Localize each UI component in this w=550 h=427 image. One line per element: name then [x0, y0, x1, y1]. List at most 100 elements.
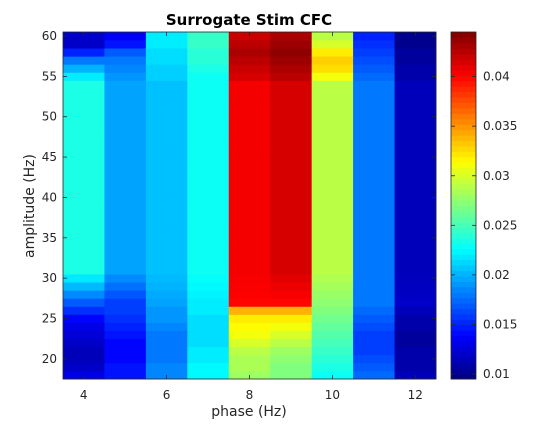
heatmap-cell [394, 185, 437, 194]
colorbar-swatch [451, 113, 476, 120]
colorbar-swatch [451, 254, 476, 261]
heatmap-cell [145, 120, 188, 130]
heatmap-cell [394, 201, 437, 210]
heatmap-cell [394, 72, 437, 81]
heatmap-cell [187, 112, 230, 122]
heatmap-cell [63, 153, 105, 162]
heatmap-cell [187, 64, 230, 73]
heatmap-cell [353, 362, 395, 372]
heatmap-cell [394, 177, 437, 186]
colorbar-swatch [451, 286, 476, 293]
heatmap-cell [394, 274, 437, 283]
heatmap-cell [187, 120, 230, 130]
heatmap-cell [145, 362, 188, 372]
heatmap-cell [145, 72, 188, 81]
heatmap-cell [145, 330, 188, 340]
heatmap-cell [145, 88, 188, 97]
heatmap-cell [228, 177, 271, 186]
heatmap-cell [187, 314, 230, 323]
heatmap-cell [145, 153, 188, 162]
heatmap-cell [228, 96, 271, 106]
heatmap-cell [311, 233, 354, 243]
heatmap-cell [270, 266, 313, 275]
heatmap-cell [394, 169, 437, 178]
heatmap-cell [187, 201, 230, 210]
heatmap-cell [228, 274, 271, 283]
heatmap-cell [270, 233, 313, 243]
heatmap-cell [311, 322, 354, 331]
heatmap-cell [394, 217, 437, 227]
colorbar-swatch [451, 265, 476, 272]
heatmap-cell [104, 274, 147, 283]
heatmap-cell [145, 298, 188, 307]
heatmap-cell [394, 290, 437, 299]
heatmap-cell [63, 72, 105, 81]
heatmap-cell [187, 298, 230, 307]
heatmap-cell [187, 330, 230, 340]
heatmap-cell [228, 233, 271, 243]
heatmap-cell [311, 144, 354, 154]
heatmap-cell [145, 40, 188, 49]
colorbar-swatch [451, 281, 476, 288]
heatmap-cell [353, 72, 395, 81]
heatmap-cell [394, 153, 437, 162]
heatmap-cell [104, 338, 147, 348]
heatmap-cell [63, 274, 105, 283]
heatmap-cell [353, 225, 395, 235]
heatmap-cell [187, 161, 230, 170]
heatmap-cell [353, 112, 395, 122]
colorbar-swatch [451, 53, 476, 60]
heatmap-cell [228, 161, 271, 170]
heatmap-cell [353, 56, 395, 65]
heatmap-cell [394, 144, 437, 154]
colorbar-swatch [451, 64, 476, 71]
heatmap-cell [63, 257, 105, 267]
heatmap-cell [228, 56, 271, 65]
heatmap-cell [187, 153, 230, 162]
colorbar-swatch [451, 346, 476, 353]
heatmap-cell [311, 72, 354, 81]
heatmap-cell [394, 209, 437, 218]
heatmap-cell [270, 298, 313, 307]
heatmap-cell [145, 48, 188, 57]
heatmap-cell [104, 193, 147, 202]
heatmap-cell [394, 128, 437, 138]
colorbar-swatch [451, 32, 476, 38]
heatmap-cell [311, 80, 354, 89]
heatmap-cell [63, 120, 105, 130]
heatmap-cell [63, 209, 105, 218]
heatmap-cell [104, 354, 147, 364]
heatmap-cell [270, 88, 313, 97]
heatmap-cell [63, 217, 105, 227]
heatmap-cell [311, 32, 354, 41]
heatmap-cell [104, 40, 147, 49]
colorbar-swatch [451, 124, 476, 131]
heatmap-cell [394, 282, 437, 291]
colorbar-swatch [451, 248, 476, 255]
heatmap-cell [187, 72, 230, 81]
colorbar-swatch [451, 135, 476, 141]
heatmap-cell [353, 298, 395, 307]
colorbar-swatch [451, 270, 476, 277]
heatmap-cell [353, 32, 395, 41]
heatmap-cell [187, 40, 230, 49]
heatmap-cell [394, 257, 437, 267]
heatmap-cell [394, 346, 437, 356]
heatmap-cell [353, 209, 395, 218]
x-axis-ticks: 4 6 8 10 12 [80, 32, 423, 402]
colorbar-swatch [451, 232, 476, 239]
heatmap-cell [145, 185, 188, 194]
heatmap-cell [394, 225, 437, 235]
colorbar-swatch [451, 308, 476, 315]
heatmap-cell [63, 32, 105, 41]
heatmap-cell [353, 144, 395, 154]
heatmap-cell [104, 346, 147, 356]
colorbar-swatch [451, 335, 476, 342]
heatmap-cell [270, 282, 313, 291]
heatmap-cell [63, 233, 105, 243]
heatmap-cell [270, 112, 313, 122]
colorbar-swatch [451, 238, 476, 244]
heatmap-cell [104, 96, 147, 106]
heatmap-cell [270, 338, 313, 348]
heatmap-cell [145, 161, 188, 170]
